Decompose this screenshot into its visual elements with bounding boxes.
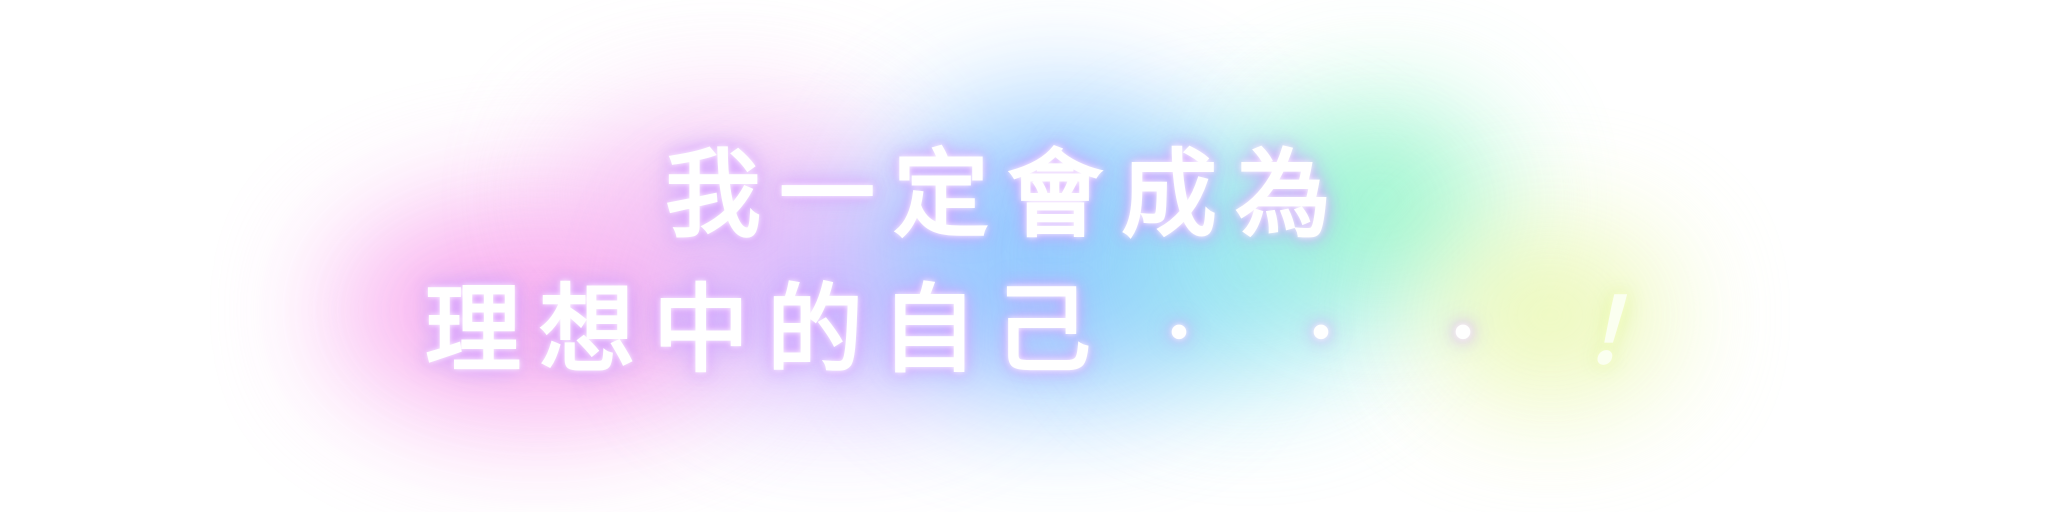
ellipsis-dots: ・・・ <box>1149 300 1575 370</box>
glow-lime <box>1430 230 1670 400</box>
banner-line-2: 理想中的自己 ・・・！ <box>425 275 1689 390</box>
banner-line-1: 我一定會成為 <box>665 139 1349 251</box>
banner-line-2-text: 理想中的自己 <box>425 274 1109 386</box>
exclamation-mark: ！ <box>1581 280 1689 385</box>
